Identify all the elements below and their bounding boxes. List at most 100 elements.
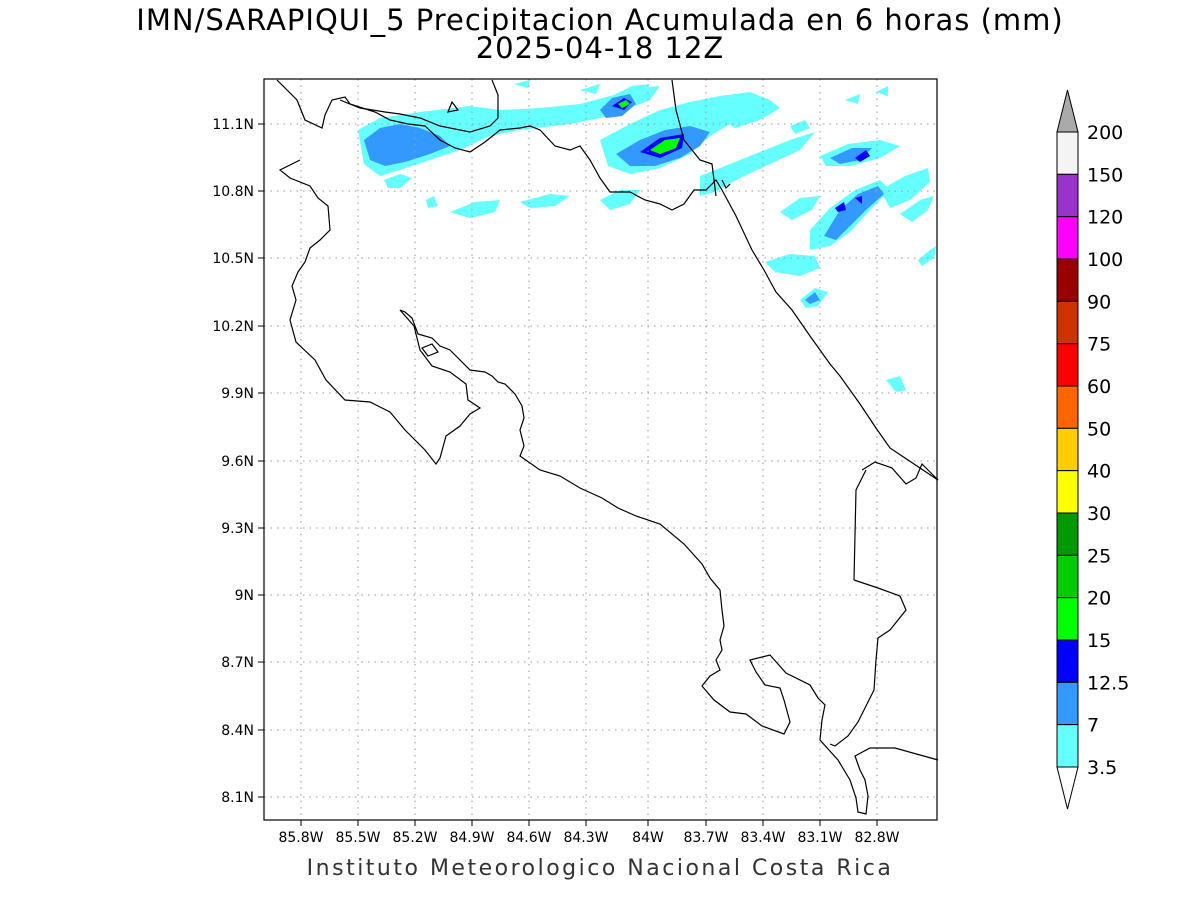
colorbar-max-arrow <box>1056 89 1079 133</box>
map-frame <box>263 78 938 821</box>
precip-area-heavy <box>855 196 862 204</box>
precip-area-medium <box>824 186 884 240</box>
lon-tick-label: 85.2W <box>392 830 437 846</box>
precip-area-light <box>845 94 860 104</box>
precip-area-light <box>426 196 438 208</box>
lon-tick-label: 85.8W <box>278 830 323 846</box>
colorbar-swatch <box>1056 681 1079 726</box>
colorbar-swatch <box>1056 639 1079 683</box>
colorbar: 200 150 120 100 90 75 60 50 40 30 25 20 15 12.5 7 3.5 <box>1056 89 1129 810</box>
lat-tick-label: 9.6N <box>221 454 254 470</box>
colorbar-swatch <box>1056 300 1079 345</box>
precip-area-light <box>600 190 640 210</box>
precip-area-light <box>886 376 906 392</box>
lon-tick-label: 84.6W <box>506 830 551 846</box>
colorbar-swatch <box>1056 470 1079 514</box>
lat-tick-label: 8.7N <box>221 655 254 671</box>
colorbar-label: 15 <box>1087 630 1111 652</box>
precip-area-light <box>520 194 570 208</box>
lat-tick-label: 8.4N <box>221 723 254 739</box>
precip-area-peak <box>618 100 630 108</box>
lon-tick-label: 83.7W <box>683 830 728 846</box>
colorbar-swatch <box>1056 173 1079 218</box>
precip-area-light <box>384 174 412 188</box>
colorbar-label: 3.5 <box>1087 757 1117 779</box>
pacific-coast <box>278 159 939 815</box>
country-borders <box>276 79 939 815</box>
precip-area-light <box>765 254 820 276</box>
lat-tick-label: 11.1N <box>212 117 254 133</box>
colorbar-label: 50 <box>1087 418 1111 440</box>
colorbar-label: 20 <box>1087 588 1111 610</box>
panama-border-south <box>829 469 907 747</box>
eastern-border <box>671 79 717 197</box>
colorbar-label: 75 <box>1087 334 1111 356</box>
map-datetime: 2025-04-18 12Z <box>475 31 725 65</box>
lat-tick-label: 9.3N <box>221 521 254 537</box>
lat-tick-label: 9.9N <box>221 386 254 402</box>
colorbar-label: 150 <box>1087 164 1123 186</box>
lon-tick-label: 83.4W <box>740 830 785 846</box>
panama-border <box>861 461 939 485</box>
colorbar-label: 12.5 <box>1087 672 1129 694</box>
colorbar-label: 7 <box>1087 715 1099 737</box>
precip-area-light <box>900 196 934 222</box>
latitude-ticks: 11.1N 10.8N 10.5N 10.2N 9.9N 9.6N 9.3N 9N 8.7N 8.… <box>212 117 264 806</box>
precip-area-light <box>514 80 530 88</box>
lon-tick-label: 82.8W <box>854 830 899 846</box>
colorbar-label: 40 <box>1087 461 1111 483</box>
coast-detail <box>721 179 731 190</box>
colorbar-swatch <box>1056 343 1079 387</box>
lat-tick-label: 10.8N <box>212 184 254 200</box>
lat-tick-label: 8.1N <box>221 790 254 806</box>
map-title: IMN/SARAPIQUI_5 Precipitacion Acumulada … <box>136 3 1064 37</box>
colorbar-swatch <box>1056 597 1079 641</box>
lon-tick-label: 84.3W <box>563 830 608 846</box>
precip-area-light <box>580 84 600 94</box>
precip-area-light <box>880 168 930 208</box>
nicaragua-border <box>276 79 723 211</box>
precip-area-heavy <box>855 150 870 162</box>
colorbar-swatch <box>1056 512 1079 556</box>
colorbar-label: 90 <box>1087 291 1111 313</box>
map-grid <box>264 79 937 820</box>
precip-area-peak <box>650 138 680 154</box>
lat-tick-label: 10.5N <box>212 251 254 267</box>
colorbar-label: 30 <box>1087 503 1111 525</box>
lat-tick-label: 9N <box>235 588 254 604</box>
precip-area-light <box>876 86 888 96</box>
colorbar-swatch <box>1056 724 1079 768</box>
precip-area-medium <box>830 148 872 164</box>
colorbar-swatch <box>1056 258 1079 302</box>
lat-tick-label: 10.2N <box>212 319 254 335</box>
precipitation-field <box>358 80 936 392</box>
caribbean-coast <box>721 189 939 481</box>
colorbar-swatch <box>1056 554 1079 599</box>
lon-tick-label: 83.1W <box>797 830 842 846</box>
lon-tick-label: 84W <box>632 830 664 846</box>
colorbar-label: 100 <box>1087 249 1123 271</box>
nicoya-islet <box>421 343 439 357</box>
colorbar-swatch <box>1056 131 1079 175</box>
colorbar-label: 25 <box>1087 545 1111 567</box>
precip-area-light <box>358 86 660 176</box>
precip-area-light <box>450 200 500 218</box>
longitude-ticks: 85.8W 85.5W 85.2W 84.9W 84.6W 84.3W 84W 83.7W 83… <box>278 820 900 846</box>
precip-area-heavy <box>835 202 846 212</box>
precip-area-light <box>918 246 936 266</box>
precip-area-medium <box>364 124 450 166</box>
precip-area-medium <box>805 292 820 304</box>
colorbar-swatch <box>1056 385 1079 429</box>
precip-area-light <box>720 100 780 128</box>
colorbar-swatch <box>1056 427 1079 472</box>
footer-credit: Instituto Meteorologico Nacional Costa R… <box>306 856 894 881</box>
lon-tick-label: 84.9W <box>449 830 494 846</box>
colorbar-label: 200 <box>1087 122 1123 144</box>
precip-area-light <box>790 120 810 134</box>
colorbar-swatch <box>1056 216 1079 260</box>
colorbar-label: 60 <box>1087 376 1111 398</box>
island-outline <box>447 100 460 113</box>
lake-shore <box>339 79 499 133</box>
colorbar-label: 120 <box>1087 207 1123 229</box>
